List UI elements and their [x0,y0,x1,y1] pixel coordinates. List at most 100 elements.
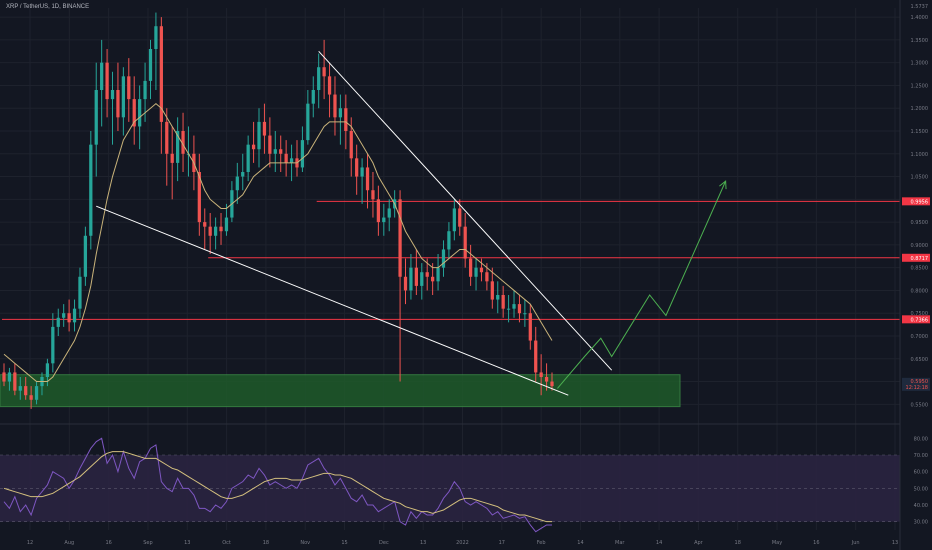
candles [2,12,554,409]
candle-body [300,140,305,168]
candle-body [219,226,223,232]
ma-line [3,103,553,383]
rsi-panel [0,437,900,533]
candle-body [208,226,212,236]
time-tick-label: 13 [420,540,426,546]
candle-body [474,267,478,277]
time-tick-label: 17 [499,540,505,546]
price-tick-label: 0.6500 [911,357,929,363]
candle-body [349,131,353,159]
time-tick-label: Oct [222,540,231,546]
candle-body [501,295,505,309]
candle-body [550,381,554,387]
candle-body [251,144,256,150]
price-tick-label: 1.2500 [911,83,929,89]
candle-body [45,363,50,377]
lower-trendline [96,205,569,396]
candle-body [143,80,147,100]
upper-trendline [318,50,613,371]
rsi-tick-label: 40.00 [914,503,928,509]
rsi-tick-label: 80.00 [914,436,928,442]
candle-body [344,108,348,131]
candle-body [338,108,343,118]
rsi-tick-label: 70.00 [914,453,928,459]
candle-body [89,144,93,236]
candle-body [376,199,381,223]
candle-body [105,62,109,100]
candle-body [289,158,294,163]
candle-body [398,199,402,277]
candle-body [452,208,456,232]
candle-body [121,76,125,118]
candle-body [479,267,484,273]
time-tick-label: Mar [615,540,625,546]
time-tick-label: Dec [379,540,389,546]
price-axis-bg [900,0,932,550]
time-tick-label: 16 [813,540,819,546]
price-axis: 1.5737 1.4000 1.3500 1.3000 1.2500 1.2000 1.15… [899,0,932,550]
candle-body [257,121,261,150]
candle-body [7,372,12,382]
level-price-tag [902,315,930,324]
level-price-label: 0.9956 [911,199,929,205]
price-tick-label: 0.9500 [911,220,929,226]
time-tick-label: 13 [184,540,190,546]
rsi-ma-line [3,451,552,523]
candle-body [159,26,163,122]
candle-body [268,135,272,154]
horizontal-levels [2,200,900,320]
candle-body [165,121,169,154]
candle-body [496,295,500,300]
level-price-tag [902,253,930,262]
candle-body [94,90,98,145]
time-tick-label: Apr [694,540,704,546]
candle-body [371,190,375,200]
candle-body [213,226,218,236]
candle-body [241,172,245,177]
candle-body [523,313,527,315]
candle-body [181,131,185,154]
time-tick-label: 14 [656,540,662,546]
candle-body [67,313,71,323]
candle-body [279,149,283,154]
candle-body [100,62,104,90]
candle-body [34,386,39,400]
candle-body [463,226,467,259]
candle-body [203,222,207,227]
candle-body [262,121,267,136]
candle-body [447,231,451,250]
candle-body [387,208,391,218]
candle-body [51,326,55,364]
candle-body [317,67,321,90]
candle-body [425,272,429,277]
price-tick-label: 1.1000 [911,152,929,158]
candle-body [284,153,288,163]
price-tick-label: 0.9000 [911,243,929,249]
time-tick-label: 18 [263,540,269,546]
time-tick-label: 13 [892,540,898,546]
current-price-label: 0.5950 [911,379,929,385]
candle-body [414,267,418,286]
candle-body [116,90,120,118]
trendlines [96,50,727,396]
candle-body [534,340,538,373]
price-tick-label: 1.1500 [911,129,929,135]
candle-body [544,377,549,382]
symbol-title: XRP / TetherUS, 1D, BINANCE [6,4,90,10]
candle-body [539,372,543,377]
candle-body [355,158,359,177]
candle-body [528,313,532,341]
time-tick-label: 14 [577,540,583,546]
time-tick-label: 15 [341,540,347,546]
price-tick-label: 1.3000 [911,61,929,67]
candle-body [175,131,180,163]
projection-path [557,180,727,389]
candle-body [127,76,131,100]
price-tick-label: 0.7000 [911,334,929,340]
candle-body [29,395,33,400]
time-tick-label: 12 [27,540,33,546]
candle-body [235,176,239,191]
candle-body [517,304,522,314]
price-tick-label: 0.5500 [911,402,929,408]
